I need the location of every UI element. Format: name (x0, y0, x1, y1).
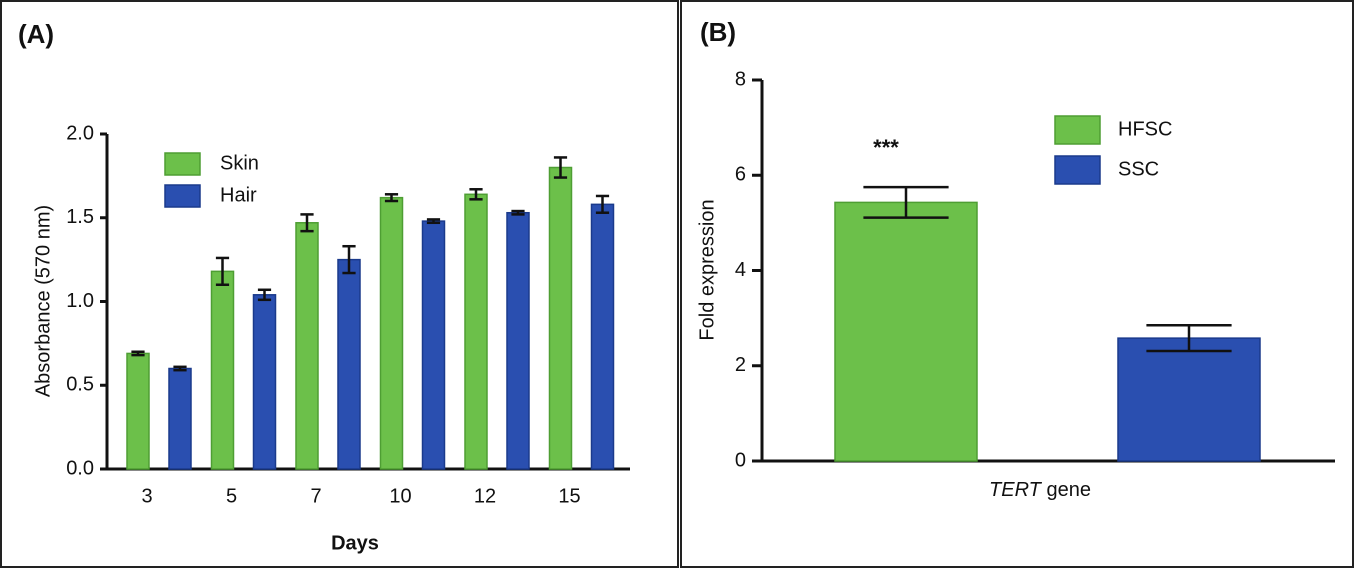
error-bar (511, 209, 525, 216)
x-tick-label: 5 (226, 485, 237, 507)
y-axis-label: Fold expression (696, 199, 718, 340)
error-bar (1146, 324, 1232, 353)
y-tick-label: 0.0 (66, 457, 94, 479)
x-label-rest: gene (1046, 479, 1091, 501)
bar (337, 258, 361, 470)
error-bar (300, 213, 314, 233)
y-tick-label: 6 (735, 164, 746, 186)
y-tick-label: 0.5 (66, 374, 94, 396)
x-label-italic: TERT (989, 479, 1043, 501)
x-tick-label: 3 (141, 485, 152, 507)
y-tick-label: 4 (735, 259, 746, 281)
bar (252, 294, 277, 470)
bar (1117, 337, 1261, 462)
bar (590, 203, 615, 470)
legend-label: Hair (220, 184, 257, 206)
panel-a-frame (0, 0, 679, 568)
bar (126, 352, 150, 470)
x-tick-label: 7 (310, 485, 321, 507)
bar (168, 367, 192, 470)
error-bar (469, 188, 483, 201)
error-bar (215, 256, 230, 286)
bar (548, 166, 573, 470)
bar (464, 193, 488, 470)
legend-label: SSC (1118, 158, 1159, 180)
legend-swatch (1054, 115, 1101, 145)
error-bar (553, 156, 568, 179)
x-tick-label: 10 (389, 485, 411, 507)
x-tick-label: 12 (474, 485, 496, 507)
legend-swatch (164, 152, 201, 176)
bar (834, 201, 978, 462)
error-bar (173, 365, 187, 372)
bar (421, 220, 446, 470)
error-bar (342, 244, 356, 275)
legend-swatch (164, 184, 201, 208)
panel-a-title: (A) (18, 19, 54, 49)
y-tick-label: 0 (735, 449, 746, 471)
y-axis-label: Absorbance (570 nm) (32, 205, 54, 397)
bar (295, 222, 319, 470)
error-bar (257, 288, 272, 302)
significance: *** (873, 135, 899, 160)
error-bar (131, 350, 145, 357)
x-axis-label: Days (331, 532, 379, 554)
bar (379, 196, 404, 470)
error-bar (595, 194, 610, 214)
y-tick-label: 1.0 (66, 290, 94, 312)
x-tick-label: 15 (558, 485, 580, 507)
error-bar (426, 218, 441, 225)
y-tick-label: 8 (735, 68, 746, 90)
error-bar (863, 185, 949, 219)
y-tick-label: 2.0 (66, 122, 94, 144)
legend-label: HFSC (1118, 118, 1172, 140)
x-axis-label: TERT gene (989, 479, 1091, 501)
legend-label: Skin (220, 152, 259, 174)
bar (210, 270, 235, 470)
legend-swatch (1054, 155, 1101, 185)
panel-b-frame (680, 0, 1354, 568)
bar (506, 211, 530, 470)
panel-b-title: (B) (700, 17, 736, 47)
error-bar (384, 193, 399, 203)
y-tick-label: 1.5 (66, 206, 94, 228)
y-tick-label: 2 (735, 354, 746, 376)
